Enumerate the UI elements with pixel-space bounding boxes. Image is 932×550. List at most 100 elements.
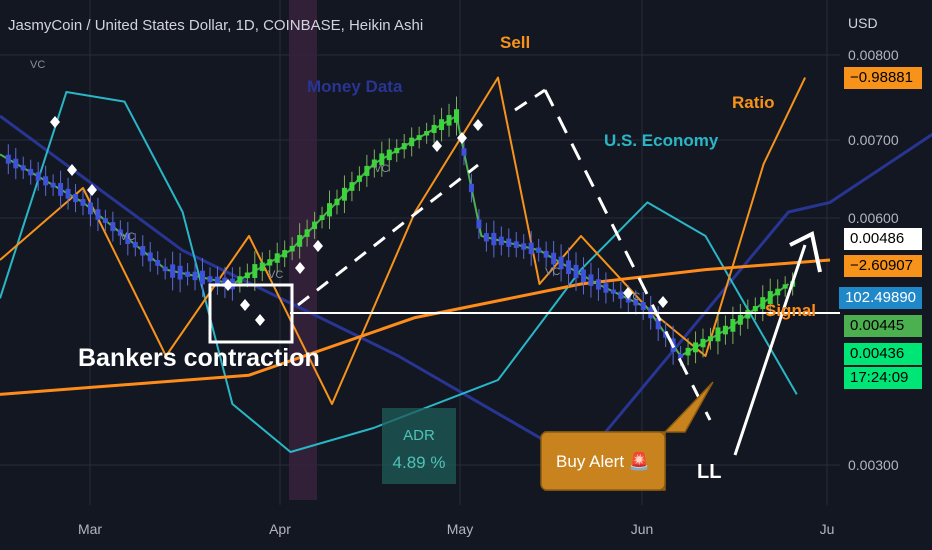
price-tag: 0.00445 xyxy=(844,315,922,337)
candle-body xyxy=(117,229,123,236)
candle-body xyxy=(95,209,101,220)
sell-label: Sell xyxy=(500,33,530,52)
signal-diamond xyxy=(255,314,265,326)
signal-diamond xyxy=(240,299,250,311)
candle-body xyxy=(491,232,497,246)
signal-diamond xyxy=(313,240,323,252)
candle-body xyxy=(588,274,594,286)
x-tick-label: May xyxy=(447,521,473,537)
candle-body xyxy=(580,269,586,283)
series-layer xyxy=(0,76,932,464)
candle-body xyxy=(655,317,661,330)
candle-body xyxy=(43,176,49,186)
candle-body xyxy=(782,284,788,289)
ll-label: LL xyxy=(697,461,721,483)
x-axis: Mar Apr May Jun Ju xyxy=(78,521,834,537)
candle-body xyxy=(132,241,138,248)
candle-body xyxy=(356,175,362,182)
candle-body xyxy=(603,283,609,293)
candle-body xyxy=(767,291,773,305)
signal-diamond xyxy=(432,140,442,152)
candle-body xyxy=(364,165,370,176)
candle-body xyxy=(110,222,116,232)
candle-body xyxy=(752,306,758,312)
candle-body xyxy=(58,183,64,196)
candle-body xyxy=(155,259,161,266)
candle-body xyxy=(267,259,273,266)
candle-body xyxy=(13,158,19,169)
vc-marker: VC xyxy=(268,269,283,281)
signal-diamond xyxy=(473,119,483,131)
candle-body xyxy=(80,198,86,206)
x-tick-label: Mar xyxy=(78,521,102,537)
candle-body xyxy=(483,233,489,242)
candle-body xyxy=(707,336,713,342)
series-signal xyxy=(0,258,831,396)
adr-label: ADR xyxy=(403,427,435,444)
price-tag: 17:24:09 xyxy=(844,367,922,389)
y-axis: 0.00800 0.00700 0.00600 0.00300 xyxy=(848,47,899,473)
signal-diamond xyxy=(658,296,668,308)
candle-body xyxy=(551,252,557,265)
vc-marker: VC xyxy=(30,59,45,71)
candle-body xyxy=(394,147,400,154)
candle-body xyxy=(214,276,220,285)
candle-body xyxy=(282,250,288,258)
candle-body xyxy=(386,149,392,161)
bankers-box xyxy=(208,283,294,344)
candle-body xyxy=(625,295,631,303)
candle-body xyxy=(177,265,183,280)
price-tag: 0.00486 xyxy=(844,228,922,250)
candle-body xyxy=(371,159,377,168)
candle-body xyxy=(745,309,751,319)
candle-body xyxy=(439,119,445,131)
buy-alert-label[interactable]: Buy Alert 🚨 xyxy=(556,451,650,471)
candle-body xyxy=(334,198,340,206)
y-tick-label: 0.00600 xyxy=(848,210,899,226)
candle-body xyxy=(461,148,467,156)
arrow-head xyxy=(789,231,822,273)
candle-body xyxy=(506,238,512,247)
us-economy-label: U.S. Economy xyxy=(604,131,719,150)
candle-body xyxy=(207,276,213,283)
candle-body xyxy=(678,353,684,359)
signal-label: Signal xyxy=(765,301,816,320)
candle-body xyxy=(200,270,206,285)
candle-body xyxy=(319,215,325,220)
y-tick-label: 0.00700 xyxy=(848,132,899,148)
candle-body xyxy=(737,314,743,325)
candle-body xyxy=(401,143,407,150)
candle-body xyxy=(5,154,11,164)
candle-body xyxy=(476,219,482,229)
adr-box xyxy=(382,408,456,484)
currency-label: USD xyxy=(848,15,878,31)
signal-diamond xyxy=(457,132,467,144)
candle-body xyxy=(513,241,519,248)
candle-body xyxy=(289,245,295,252)
candle-body xyxy=(185,271,191,277)
candle-body xyxy=(573,264,579,279)
candle-body xyxy=(521,243,527,250)
candle-body xyxy=(760,297,766,310)
candle-body xyxy=(618,291,624,299)
candle-body xyxy=(775,288,781,296)
signal-diamond xyxy=(50,116,60,128)
candle-body xyxy=(409,137,415,147)
candle-body xyxy=(140,245,146,256)
y-tick-label: 0.00300 xyxy=(848,457,899,473)
candle-body xyxy=(536,247,542,253)
candle-body xyxy=(20,165,26,171)
money-data-label: Money Data xyxy=(307,77,403,96)
ratio-label: Ratio xyxy=(732,93,775,112)
candle-body xyxy=(349,182,355,191)
vc-marker: VC xyxy=(374,163,389,175)
signal-diamond xyxy=(67,164,77,176)
candle-body xyxy=(730,318,736,332)
candle-body xyxy=(259,262,265,271)
candle-body xyxy=(35,172,41,181)
candle-body xyxy=(244,272,250,279)
candle-body xyxy=(327,203,333,217)
candle-body xyxy=(468,183,474,193)
candle-body xyxy=(274,253,280,263)
